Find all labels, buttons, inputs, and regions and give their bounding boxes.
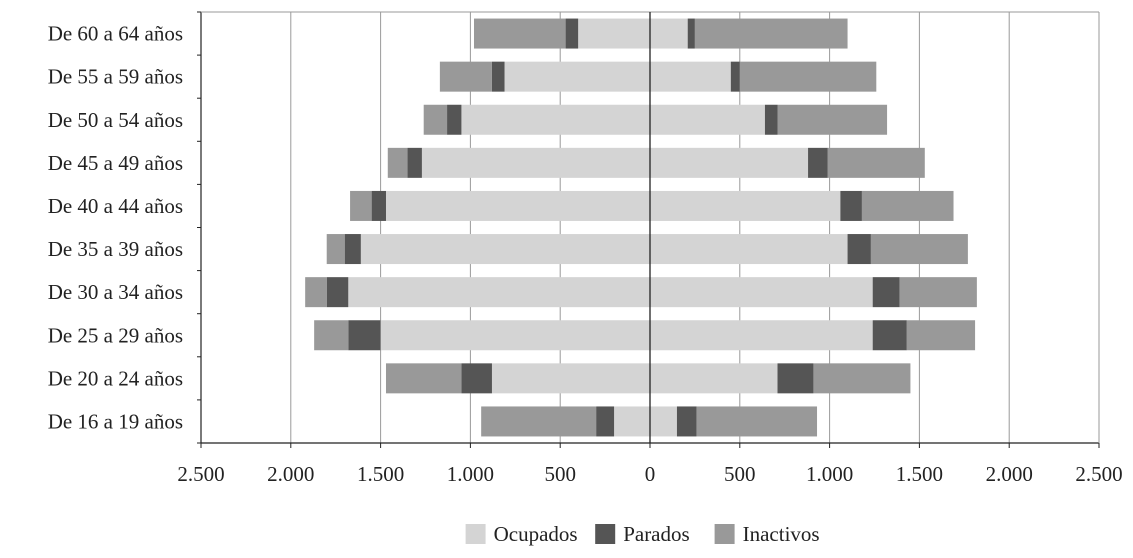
bar-right-parados (687, 18, 695, 49)
bar-left-inactivos (326, 234, 345, 265)
legend-swatch-inactivos (714, 524, 735, 544)
category-label: De 35 a 39 años (48, 237, 183, 261)
bar-left-parados (371, 190, 386, 221)
bar-right-inactivos (813, 363, 911, 394)
legend-label-inactivos: Inactivos (743, 522, 820, 546)
bar-right-inactivos (899, 277, 977, 308)
bar-right-parados (764, 104, 778, 135)
x-tick-label: 2.000 (267, 462, 314, 486)
legend-swatch-parados (595, 524, 616, 544)
category-label: De 45 a 49 años (48, 151, 183, 175)
x-tick-label: 1.500 (357, 462, 404, 486)
bar-left-parados (407, 147, 422, 178)
category-label: De 60 a 64 años (48, 22, 183, 46)
bar-left-ocupados (385, 190, 650, 221)
bar-right-inactivos (861, 190, 954, 221)
category-label: De 30 a 34 años (48, 280, 183, 304)
bar-left-ocupados (348, 277, 650, 308)
category-label: De 25 a 29 años (48, 323, 183, 347)
bar-right-ocupados (650, 190, 841, 221)
bar-right-ocupados (650, 147, 809, 178)
bar-right-parados (840, 190, 862, 221)
bar-right-parados (777, 363, 814, 394)
bar-right-inactivos (870, 234, 968, 265)
bar-left-parados (461, 363, 492, 394)
bar-left-ocupados (491, 363, 650, 394)
bar-right-ocupados (650, 277, 873, 308)
bar-left-ocupados (614, 406, 650, 437)
bar-left-inactivos (387, 147, 408, 178)
bar-right-inactivos (827, 147, 925, 178)
bar-right-inactivos (777, 104, 888, 135)
x-tick-label: 500 (544, 462, 576, 486)
category-label: De 50 a 54 años (48, 108, 183, 132)
bar-right-ocupados (650, 61, 731, 92)
bar-left-ocupados (421, 147, 650, 178)
category-label: De 20 a 24 años (48, 366, 183, 390)
bar-right-parados (808, 147, 828, 178)
bar-left-ocupados (360, 234, 650, 265)
bar-left-ocupados (578, 18, 650, 49)
category-label: De 40 a 44 años (48, 194, 183, 218)
bar-right-inactivos (696, 406, 818, 437)
bar-right-ocupados (650, 320, 873, 351)
bar-left-ocupados (380, 320, 650, 351)
bar-left-inactivos (350, 190, 372, 221)
bar-left-inactivos (314, 320, 349, 351)
x-tick-label: 500 (724, 462, 756, 486)
bar-left-inactivos (385, 363, 462, 394)
bar-right-ocupados (650, 363, 778, 394)
x-tick-label: 1.000 (806, 462, 853, 486)
bar-right-parados (872, 320, 907, 351)
bar-left-inactivos (423, 104, 448, 135)
bar-left-ocupados (461, 104, 650, 135)
bar-right-ocupados (650, 104, 765, 135)
category-label: De 16 a 19 años (48, 409, 183, 433)
x-tick-label: 2.500 (1075, 462, 1122, 486)
bar-left-parados (348, 320, 381, 351)
bar-left-inactivos (439, 61, 492, 92)
x-tick-label: 2.500 (177, 462, 224, 486)
bar-left-parados (326, 277, 349, 308)
legend-swatch-ocupados (465, 524, 486, 544)
legend-label-ocupados: Ocupados (494, 522, 578, 546)
bar-right-ocupados (650, 234, 848, 265)
bar-left-inactivos (481, 406, 597, 437)
x-tick-label: 2.000 (986, 462, 1033, 486)
bar-right-parados (676, 406, 697, 437)
x-tick-label: 1.000 (447, 462, 494, 486)
bar-left-parados (491, 61, 505, 92)
bar-right-ocupados (650, 406, 677, 437)
bar-left-inactivos (473, 18, 566, 49)
bar-right-inactivos (694, 18, 848, 49)
x-tick-label: 0 (645, 462, 656, 486)
category-label: De 55 a 59 años (48, 65, 183, 89)
x-tick-label: 1.500 (896, 462, 943, 486)
bar-left-inactivos (305, 277, 327, 308)
bar-right-parados (872, 277, 900, 308)
bar-right-ocupados (650, 18, 688, 49)
bar-right-parados (847, 234, 871, 265)
bar-left-ocupados (504, 61, 650, 92)
bar-right-inactivos (739, 61, 877, 92)
bar-right-inactivos (906, 320, 976, 351)
bar-right-parados (730, 61, 740, 92)
legend-label-parados: Parados (623, 522, 690, 546)
bar-left-parados (565, 18, 579, 49)
bar-left-parados (447, 104, 462, 135)
bar-left-parados (596, 406, 615, 437)
bar-left-parados (344, 234, 361, 265)
